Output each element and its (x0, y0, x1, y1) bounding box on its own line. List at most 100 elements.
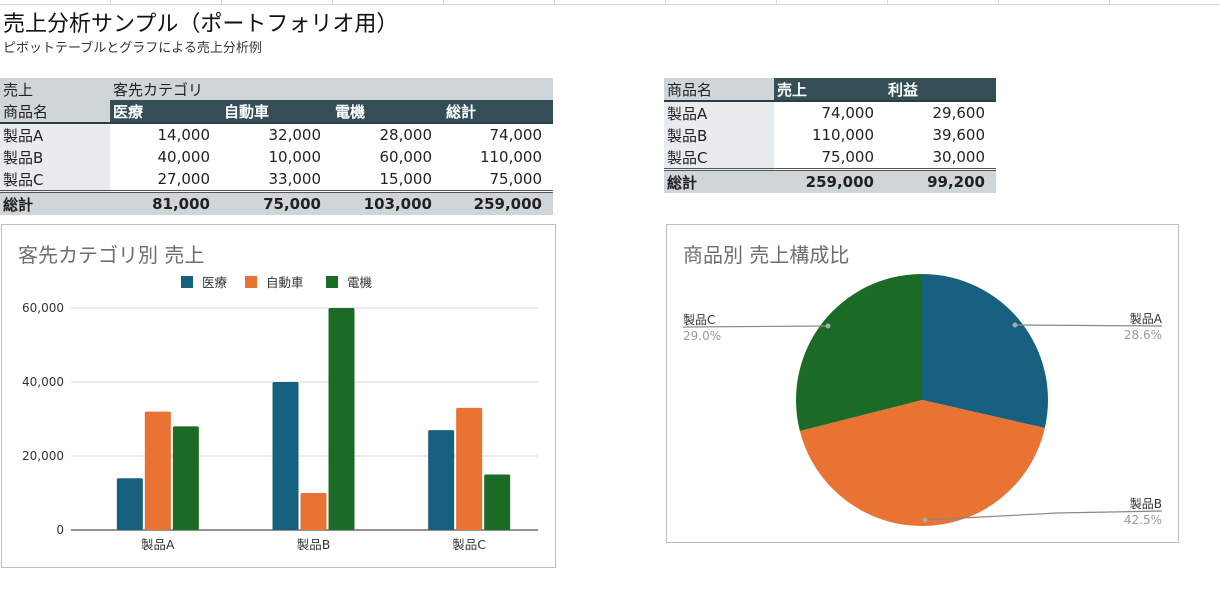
legend-item[interactable]: 自動車 (245, 275, 304, 290)
total-cell[interactable]: 259,000 (443, 190, 553, 215)
pie-slice[interactable] (922, 274, 1048, 429)
legend-label: 電機 (347, 275, 373, 290)
cell[interactable]: 32,000 (268, 126, 322, 144)
legend-item[interactable]: 医療 (181, 275, 228, 290)
pie-label: 製品B (1130, 497, 1162, 511)
row-label[interactable]: 製品C (0, 168, 110, 192)
pie-slice[interactable] (796, 274, 922, 432)
cell[interactable]: 110,000 (811, 126, 874, 144)
column-header[interactable]: 医療 (110, 100, 221, 124)
x-tick-label: 製品B (297, 537, 331, 552)
legend-label: 自動車 (266, 275, 304, 290)
total-cell[interactable]: 259,000 (774, 168, 885, 193)
pie-chart[interactable]: 商品別 売上構成比 製品A 28.6% 製品B 42.5% 製品C 29.0% (666, 224, 1179, 543)
cell[interactable]: 33,000 (268, 170, 322, 188)
total-label[interactable]: 総計 (0, 190, 110, 215)
cell[interactable]: 60,000 (379, 148, 433, 166)
total-cell[interactable]: 103,000 (332, 190, 443, 215)
bar[interactable] (428, 430, 455, 530)
bar[interactable] (456, 407, 483, 530)
pie-chart-title: 商品別 売上構成比 (683, 243, 850, 267)
cell[interactable]: 75,000 (821, 148, 875, 166)
legend-item[interactable]: 電機 (326, 275, 373, 290)
bar[interactable] (172, 426, 199, 530)
bar-chart-title: 客先カテゴリ別 売上 (18, 243, 205, 267)
table-row: 製品C 27,000 33,000 15,000 75,000 (0, 168, 553, 192)
table-row: 製品A 74,000 29,600 (664, 101, 996, 124)
y-tick-label: 20,000 (22, 449, 64, 463)
leader-dot (922, 517, 928, 523)
pie-label: 製品A (1130, 312, 1163, 326)
pie-percent: 28.6% (1124, 328, 1162, 342)
bar-chart-plot: 医療 自動車 電機 0 20,000 40,000 60,000 製品A 製品B 製品C (22, 275, 538, 552)
cell[interactable]: 39,600 (932, 126, 986, 144)
legend-label: 医療 (202, 275, 228, 290)
legend-swatch-icon (181, 276, 193, 288)
column-header[interactable]: 総計 (443, 100, 553, 124)
bar[interactable] (272, 382, 299, 530)
row-label[interactable]: 製品B (0, 146, 110, 168)
cell[interactable]: 10,000 (268, 148, 322, 166)
cell[interactable]: 110,000 (479, 148, 542, 166)
cell[interactable]: 74,000 (821, 104, 875, 122)
cell[interactable]: 28,000 (379, 126, 433, 144)
legend-swatch-icon (245, 276, 257, 288)
column-header[interactable]: 売上 (774, 78, 885, 102)
row-label[interactable]: 製品A (664, 101, 774, 124)
table-row: 製品C 75,000 30,000 (664, 146, 996, 170)
bar[interactable] (144, 411, 171, 530)
y-tick-label: 60,000 (22, 301, 64, 315)
column-header[interactable]: 利益 (885, 78, 996, 102)
legend-swatch-icon (326, 276, 338, 288)
pivot-table-category: 売上 客先カテゴリ 商品名 医療 自動車 電機 総計 製品A 14,000 32… (0, 78, 553, 215)
cell[interactable]: 74,000 (489, 126, 543, 144)
row-label[interactable]: 製品C (664, 146, 774, 170)
cell[interactable]: 75,000 (489, 170, 543, 188)
pivot-corner-label[interactable]: 売上 (0, 78, 110, 100)
bar[interactable] (484, 474, 511, 531)
total-label[interactable]: 総計 (664, 168, 774, 193)
column-header[interactable]: 自動車 (221, 100, 332, 124)
y-tick-label: 40,000 (22, 375, 64, 389)
cell[interactable]: 27,000 (157, 170, 211, 188)
sheet-column-gridlines (0, 0, 1220, 5)
x-tick-label: 製品C (452, 537, 486, 552)
total-cell[interactable]: 81,000 (110, 190, 221, 215)
column-header[interactable]: 電機 (332, 100, 443, 124)
table-row: 製品A 14,000 32,000 28,000 74,000 (0, 123, 553, 146)
leader-line (682, 325, 829, 328)
cell[interactable]: 29,600 (932, 104, 986, 122)
table-row: 製品B 110,000 39,600 (664, 124, 996, 146)
bar[interactable] (328, 308, 355, 530)
leader-line (1014, 324, 1163, 327)
leader-dot (1012, 322, 1018, 328)
cell[interactable]: 30,000 (932, 148, 986, 166)
pie-chart-plot: 製品A 28.6% 製品B 42.5% 製品C 29.0% (682, 274, 1163, 527)
total-row: 総計 259,000 99,200 (664, 168, 996, 193)
total-cell[interactable]: 99,200 (885, 168, 996, 193)
total-cell[interactable]: 75,000 (221, 190, 332, 215)
leader-line (924, 510, 1163, 521)
y-tick-label: 0 (56, 523, 64, 537)
pie-slice[interactable] (799, 400, 1045, 526)
pie-label: 製品C (683, 313, 715, 327)
bar[interactable] (116, 478, 143, 530)
bar[interactable] (300, 493, 327, 530)
cell[interactable]: 14,000 (157, 126, 211, 144)
x-tick-label: 製品A (141, 537, 175, 552)
row-label[interactable]: 製品B (664, 124, 774, 146)
pivot-column-field[interactable]: 客先カテゴリ (110, 78, 553, 100)
pie-percent: 29.0% (683, 329, 721, 343)
row-label[interactable]: 製品A (0, 123, 110, 146)
cell[interactable]: 15,000 (379, 170, 433, 188)
page-title: 売上分析サンプル（ポートフォリオ用） (3, 12, 399, 37)
page-subtitle: ピボットテーブルとグラフによる売上分析例 (3, 41, 262, 56)
pie-percent: 42.5% (1124, 513, 1162, 527)
pivot-row-field[interactable]: 商品名 (664, 78, 774, 102)
total-row: 総計 81,000 75,000 103,000 259,000 (0, 190, 553, 215)
pivot-table-product: 商品名 売上 利益 製品A 74,000 29,600 製品B 110,000 … (664, 78, 996, 193)
cell[interactable]: 40,000 (157, 148, 211, 166)
table-row: 製品B 40,000 10,000 60,000 110,000 (0, 146, 553, 168)
pivot-row-field[interactable]: 商品名 (0, 100, 110, 124)
bar-chart[interactable]: 客先カテゴリ別 売上 医療 自動車 電機 0 20,000 40,000 60,000 製品A… (1, 224, 556, 568)
